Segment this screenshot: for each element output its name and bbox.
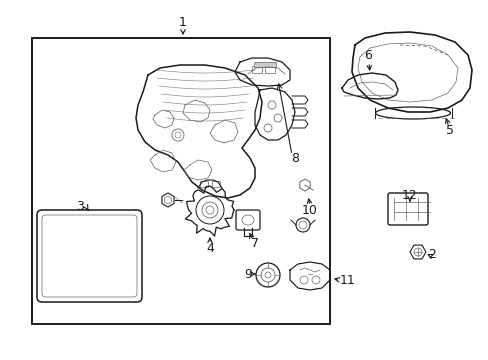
Bar [200, 181, 207, 187]
Bar [264, 66, 274, 73]
Bar [251, 66, 262, 73]
Text: 4: 4 [205, 242, 214, 255]
Text: 9: 9 [244, 267, 251, 280]
Text: 7: 7 [250, 237, 259, 249]
Bar [212, 181, 220, 187]
Bar [253, 62, 275, 67]
Text: 11: 11 [340, 274, 355, 287]
Text: 2: 2 [427, 248, 435, 261]
Text: 5: 5 [445, 123, 453, 136]
Text: 8: 8 [290, 152, 298, 165]
Bar [32, 38, 329, 324]
Text: 3: 3 [76, 199, 84, 212]
Text: 10: 10 [302, 203, 317, 216]
Text: 6: 6 [364, 49, 371, 62]
Text: 12: 12 [401, 189, 417, 202]
Text: 1: 1 [179, 15, 186, 28]
